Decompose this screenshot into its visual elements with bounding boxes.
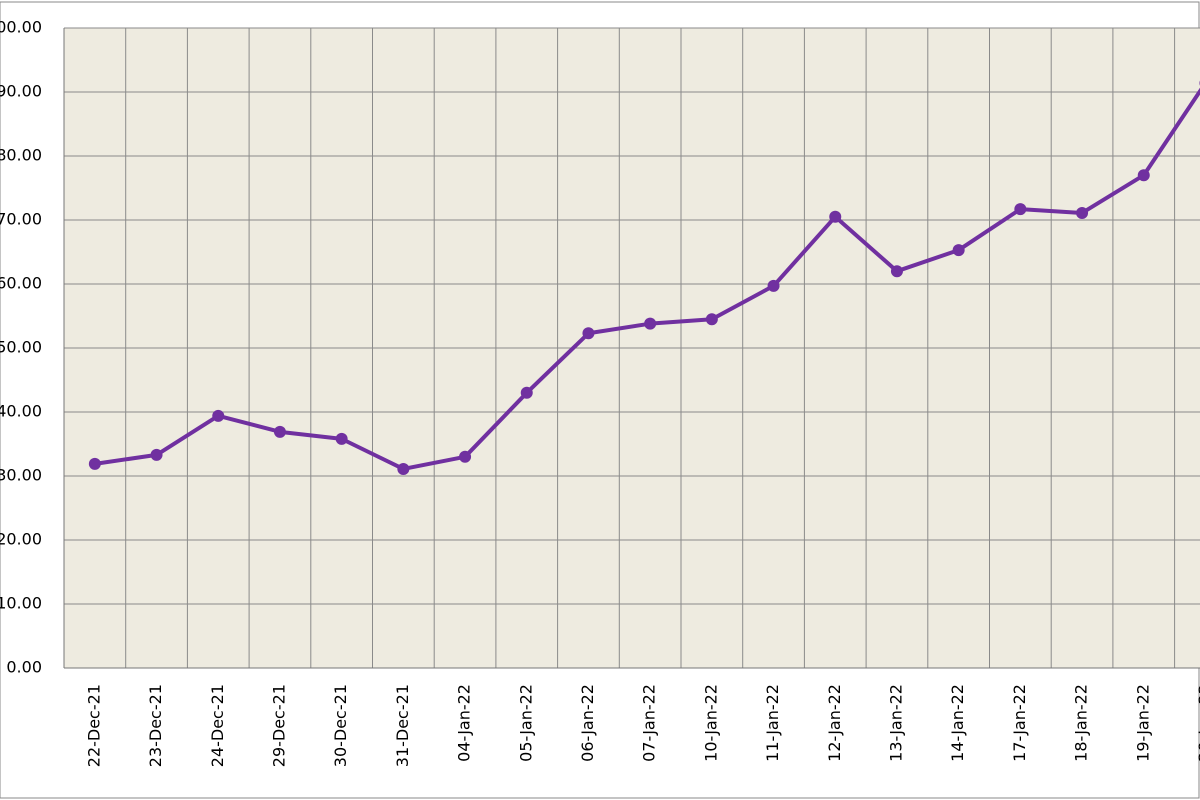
x-tick-label: 10-Jan-22 [701, 684, 720, 762]
y-tick-label: 40.00 [0, 402, 42, 421]
x-tick-label: 17-Jan-22 [1010, 684, 1029, 762]
data-point [1076, 206, 1089, 219]
data-point [520, 386, 533, 399]
x-tick-label: 13-Jan-22 [886, 684, 905, 762]
y-tick-label: 50.00 [0, 338, 42, 357]
x-tick-label: 12-Jan-22 [825, 684, 844, 762]
data-point [1014, 203, 1027, 216]
data-point [952, 244, 965, 257]
y-tick-label: 30.00 [0, 466, 42, 485]
data-point [829, 210, 842, 223]
y-tick-label: 60.00 [0, 274, 42, 293]
x-tick-label: 18-Jan-22 [1072, 684, 1091, 762]
data-point [767, 279, 780, 292]
data-point [397, 462, 410, 475]
x-tick-label: 05-Jan-22 [516, 684, 535, 762]
y-tick-label: 20.00 [0, 530, 42, 549]
y-tick-label: 90.00 [0, 82, 42, 101]
data-point [88, 457, 101, 470]
x-tick-label: 24-Dec-21 [208, 684, 227, 767]
data-point [335, 432, 348, 445]
y-tick-label: 80.00 [0, 146, 42, 165]
x-tick-label: 11-Jan-22 [763, 684, 782, 762]
data-point [890, 265, 903, 278]
data-point [273, 425, 286, 438]
data-point [705, 313, 718, 326]
y-tick-label: 100.00 [0, 18, 42, 37]
data-point [582, 327, 595, 340]
x-tick-label: 30-Dec-21 [331, 684, 350, 767]
x-tick-label: 29-Dec-21 [269, 684, 288, 767]
x-tick-label: 22-Dec-21 [84, 684, 103, 767]
data-point [212, 409, 225, 422]
x-tick-label: 06-Jan-22 [578, 684, 597, 762]
y-tick-label: 0.00 [6, 658, 42, 677]
x-tick-label: 14-Jan-22 [948, 684, 967, 762]
x-tick-label: 19-Jan-22 [1133, 684, 1152, 762]
data-point [150, 448, 163, 461]
data-point [644, 317, 657, 330]
x-tick-label: 07-Jan-22 [640, 684, 659, 762]
data-point [459, 450, 472, 463]
data-point [1137, 169, 1150, 182]
x-tick-label: 04-Jan-22 [455, 684, 474, 762]
x-tick-label: 20-Jan-22 [1195, 684, 1200, 762]
y-tick-label: 10.00 [0, 594, 42, 613]
x-tick-label: 23-Dec-21 [146, 684, 165, 767]
y-tick-label: 70.00 [0, 210, 42, 229]
x-tick-label: 31-Dec-21 [393, 684, 412, 767]
